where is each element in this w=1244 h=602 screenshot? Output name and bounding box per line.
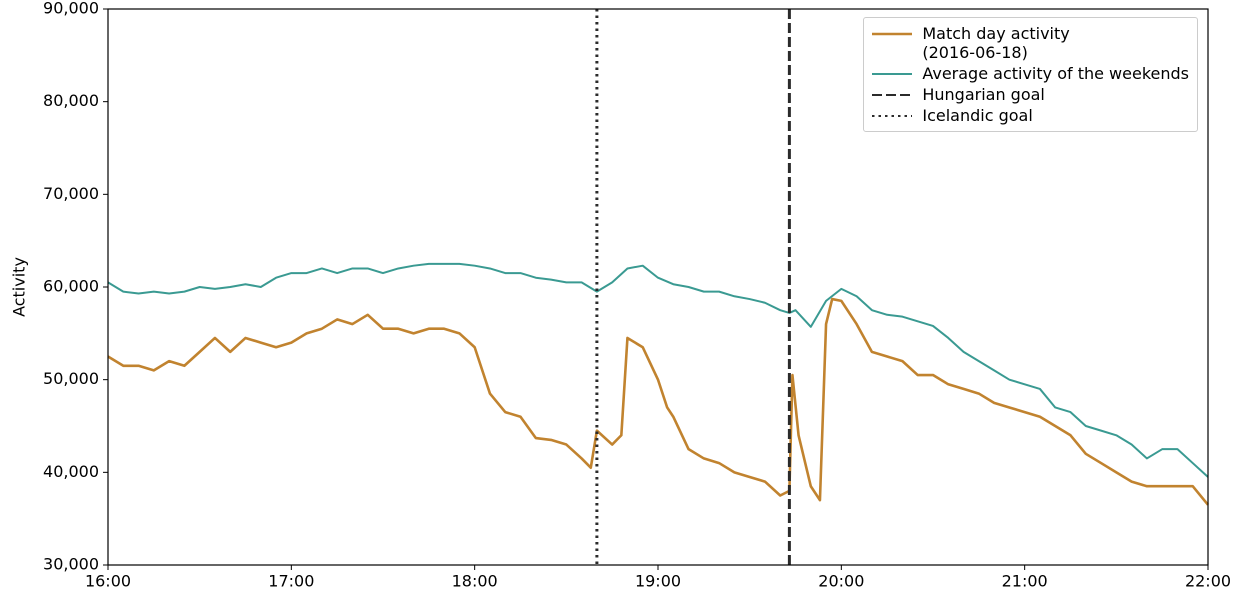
x-tick-label: 19:00: [635, 572, 681, 591]
y-tick-label: 60,000: [43, 277, 99, 296]
legend-label: Icelandic goal: [922, 106, 1033, 125]
x-tick-label: 17:00: [268, 572, 314, 591]
y-tick-label: 90,000: [43, 0, 99, 18]
y-tick-label: 50,000: [43, 369, 99, 388]
y-tick-label: 30,000: [43, 555, 99, 574]
plot-frame: [107, 8, 1209, 566]
legend-label: Match day activity (2016-06-18): [922, 24, 1070, 62]
y-tick-label: 80,000: [43, 91, 99, 110]
legend-swatch: [872, 115, 913, 117]
legend-label: Average activity of the weekends: [922, 64, 1189, 83]
series-line: [107, 262, 1209, 478]
legend-entry: Hungarian goal: [872, 85, 1189, 104]
y-tick-label: 70,000: [43, 184, 99, 203]
x-tick-label: 22:00: [1185, 572, 1231, 591]
y-axis-label: Activity: [10, 257, 29, 317]
legend-label: Hungarian goal: [922, 85, 1045, 104]
legend: Match day activity (2016-06-18) Average a…: [863, 17, 1198, 132]
x-tick-label: 16:00: [85, 572, 131, 591]
legend-entry: Match day activity (2016-06-18): [872, 24, 1189, 62]
series-line: [107, 297, 1210, 506]
x-tick-label: 20:00: [818, 572, 864, 591]
legend-entry: Icelandic goal: [872, 106, 1189, 125]
legend-swatch: [872, 94, 913, 96]
y-tick-label: 40,000: [43, 462, 99, 481]
legend-entry: Average activity of the weekends: [872, 64, 1189, 83]
x-tick-label: 21:00: [1002, 572, 1048, 591]
legend-swatch: [872, 32, 913, 36]
legend-swatch: [872, 73, 913, 75]
x-tick-label: 18:00: [452, 572, 498, 591]
